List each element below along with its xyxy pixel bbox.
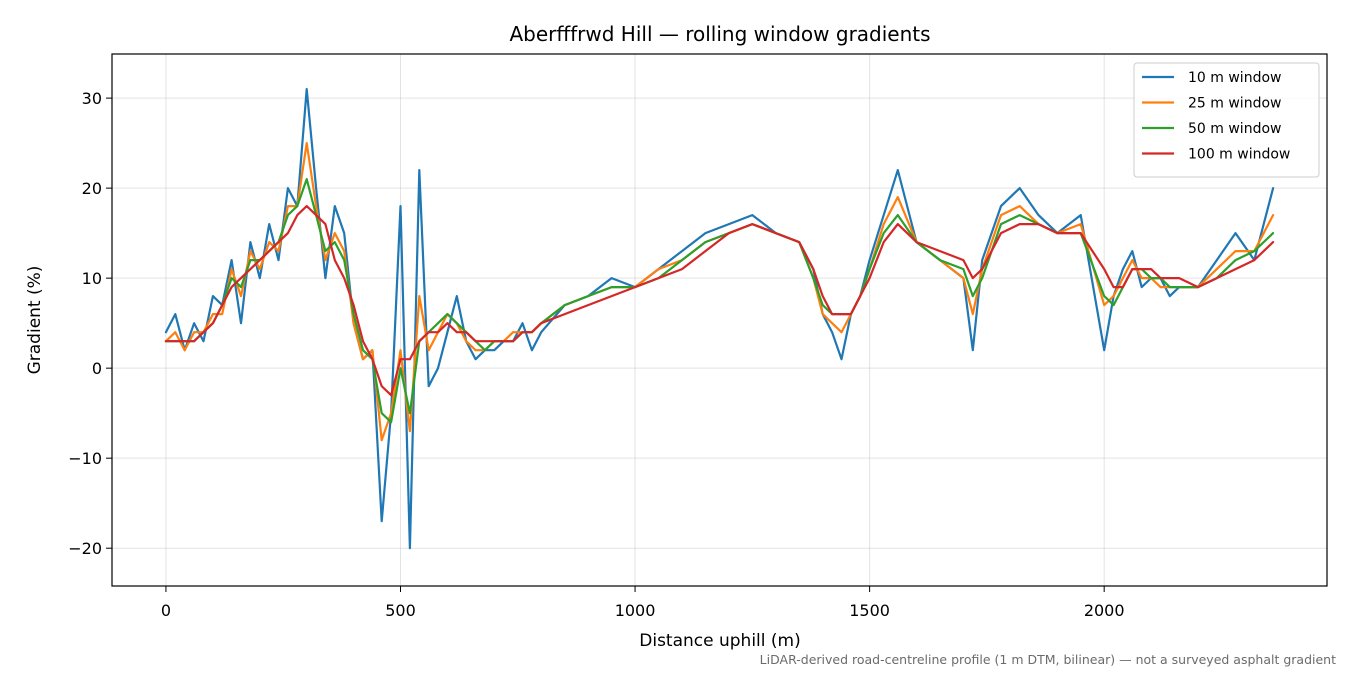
footnote: LiDAR-derived road-centreline profile (1… — [760, 652, 1336, 667]
x-axis-label: Distance uphill (m) — [639, 631, 800, 651]
legend-entry: 100 m window — [1188, 147, 1290, 163]
y-tick-label: 20 — [82, 179, 102, 198]
y-tick-label: 0 — [92, 359, 102, 378]
x-tick-label: 1000 — [615, 601, 656, 620]
legend-entry: 50 m window — [1188, 121, 1281, 137]
x-axis-ticks: 0 500 1000 1500 2000 — [161, 586, 1125, 620]
chart-title: Aberfffrwd Hill — rolling window gradien… — [509, 22, 930, 46]
y-tick-label: 10 — [82, 269, 102, 288]
series-line-4 — [164, 205, 1275, 397]
x-tick-label: 2000 — [1084, 601, 1125, 620]
legend-entry: 25 m window — [1188, 96, 1281, 112]
series-lines — [164, 87, 1275, 550]
legend: 10 m window 25 m window 50 m window 100 m w… — [1133, 62, 1320, 178]
grid — [112, 54, 1327, 586]
x-tick-label: 1500 — [849, 601, 890, 620]
y-axis-ticks: −20 −10 0 10 20 30 — [68, 89, 112, 558]
y-axis-label: Gradient (%) — [25, 266, 45, 375]
series-line-3 — [164, 178, 1275, 424]
x-tick-label: 500 — [385, 601, 416, 620]
y-tick-label: 30 — [82, 89, 102, 108]
plot-frame — [111, 53, 1328, 587]
y-tick-label: −20 — [68, 539, 102, 558]
y-tick-label: −10 — [68, 449, 102, 468]
legend-entry: 10 m window — [1188, 70, 1281, 86]
x-tick-label: 0 — [161, 601, 171, 620]
series-line-1 — [164, 87, 1275, 550]
legend-box — [1133, 62, 1320, 178]
